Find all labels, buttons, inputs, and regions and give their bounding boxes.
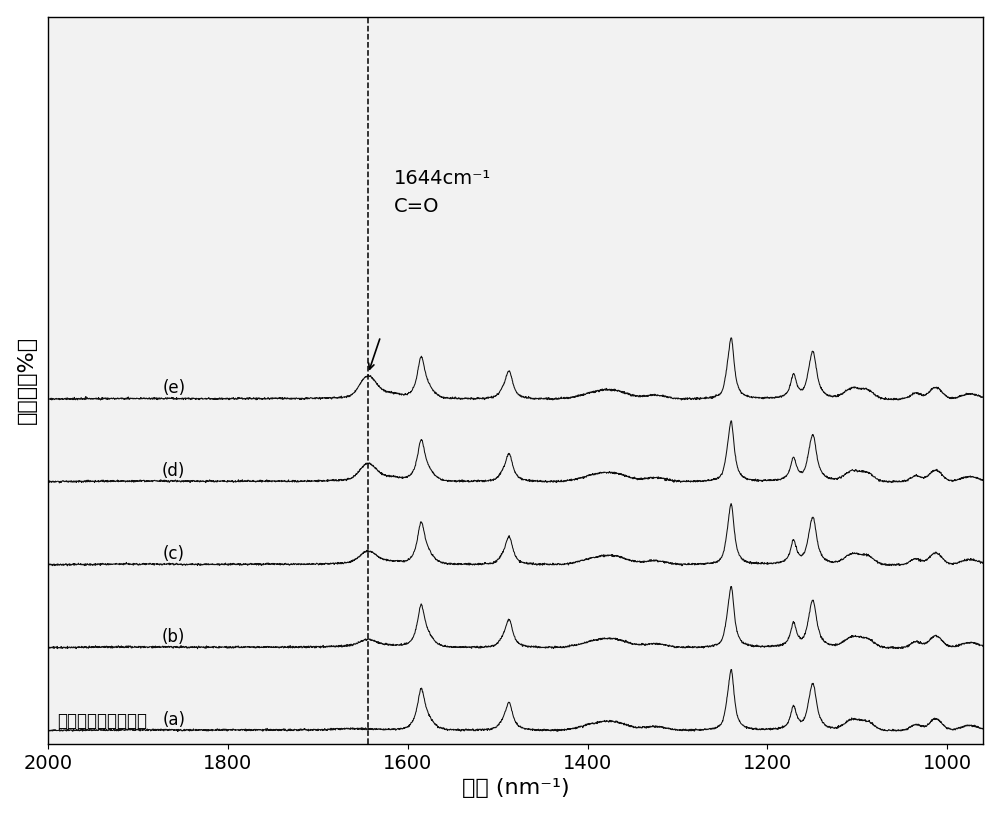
X-axis label: 波数 (nm⁻¹): 波数 (nm⁻¹) [462,778,569,799]
Text: (a): (a) [162,711,185,729]
Text: 1644cm⁻¹: 1644cm⁻¹ [394,169,491,187]
Y-axis label: 透过率（%）: 透过率（%） [17,337,37,425]
Text: C=O: C=O [394,196,440,216]
Text: (c): (c) [163,544,185,562]
Text: 聚醚砒超滤膜支撑层: 聚醚砒超滤膜支撑层 [57,711,147,729]
Text: (d): (d) [162,462,185,480]
Text: (e): (e) [162,379,185,397]
Text: (b): (b) [162,628,185,645]
